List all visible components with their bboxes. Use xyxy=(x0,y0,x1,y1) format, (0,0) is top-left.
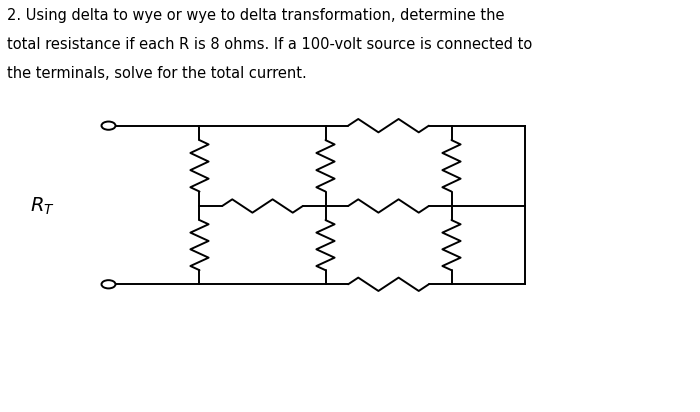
Text: the terminals, solve for the total current.: the terminals, solve for the total curre… xyxy=(7,66,307,81)
Text: total resistance if each R is 8 ohms. If a 100-volt source is connected to: total resistance if each R is 8 ohms. If… xyxy=(7,37,532,52)
Text: $R_T$: $R_T$ xyxy=(29,195,55,217)
Text: 2. Using delta to wye or wye to delta transformation, determine the: 2. Using delta to wye or wye to delta tr… xyxy=(7,8,505,23)
